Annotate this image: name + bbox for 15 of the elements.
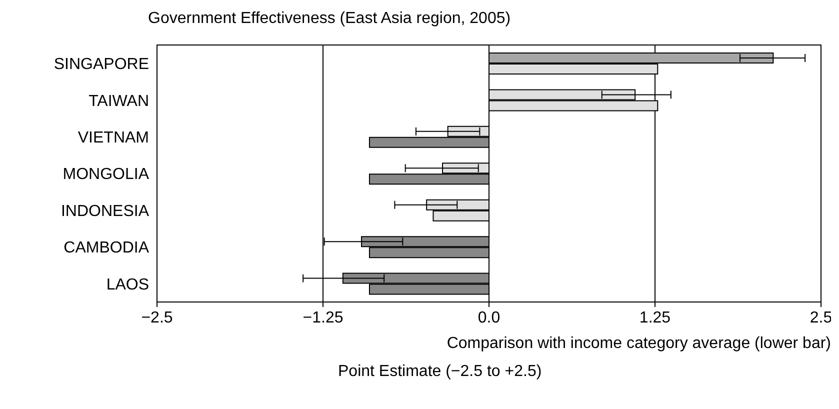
y-tick-label: LAOS [106, 276, 149, 294]
x-tick-label: 2.5 [810, 309, 832, 326]
y-tick-label: VIETNAM [78, 129, 149, 146]
x-tick-label: 0.0 [478, 309, 500, 326]
text: Comparison with income category average (lower bar) [446, 335, 831, 353]
y-tick-label: INDONESIA [60, 202, 150, 220]
y-tick-label: CAMBODIA [64, 240, 150, 257]
y-tick-label: SINGAPORE [54, 56, 149, 74]
y-tick-label: TAIWAN [88, 92, 149, 110]
x-tick-label: 1.25 [639, 309, 671, 326]
y-tick-label: MONGOLIA [62, 166, 150, 184]
x-tick-label: −2.5 [141, 309, 173, 326]
x-tick-label: −1.25 [302, 309, 344, 326]
chart-title: Government Effectiveness (East Asia region, 2005) [148, 10, 511, 28]
x-axis-title: Point Estimate (−2.5 to +2.5) [338, 363, 542, 381]
